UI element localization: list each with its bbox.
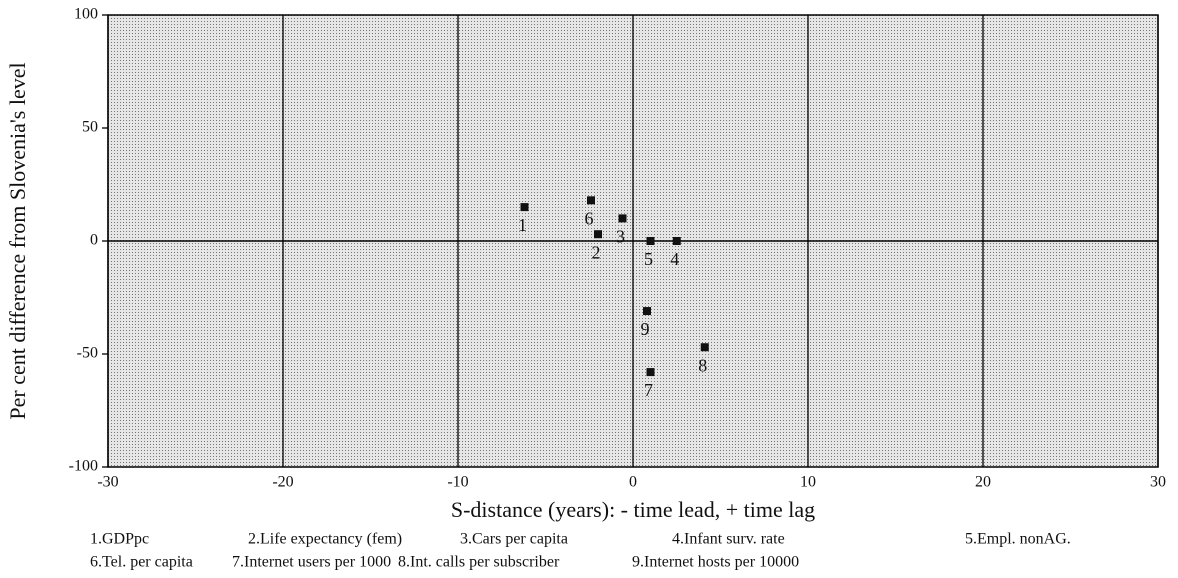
y-tick-label: -100 — [69, 458, 98, 475]
point — [587, 196, 595, 205]
legend-item: 9.Internet hosts per 10000 — [632, 554, 799, 571]
point-label: 6 — [585, 208, 594, 228]
x-tick-label: -20 — [272, 474, 293, 491]
point — [646, 237, 655, 245]
y-tick-label: -50 — [77, 345, 98, 362]
point — [646, 368, 655, 377]
legend-item: 4.Infant surv. rate — [672, 531, 785, 548]
point — [594, 230, 602, 239]
point-label: 4 — [670, 249, 679, 269]
legend-item: 6.Tel. per capita — [90, 554, 193, 571]
legend-item: 2.Life expectancy (fem) — [248, 531, 402, 548]
x-tick-label: -10 — [447, 474, 468, 491]
x-tick-label: 0 — [629, 474, 637, 491]
point — [520, 203, 529, 212]
point-label: 3 — [616, 227, 625, 247]
point-label: 2 — [592, 242, 601, 262]
x-tick-label: 20 — [975, 474, 991, 491]
x-tick-label: 30 — [1150, 474, 1166, 491]
legend-item: 1.GDPpc — [90, 531, 149, 548]
y-tick-label: 100 — [74, 6, 98, 23]
legend-item: 7.Internet users per 1000 — [232, 554, 391, 571]
point-label: 8 — [698, 355, 707, 375]
point-label: 7 — [644, 380, 653, 400]
x-axis-title: S-distance (years): - time lead, + time … — [451, 497, 815, 522]
x-tick-label: 10 — [800, 474, 816, 491]
point — [643, 307, 651, 316]
y-tick-label: 0 — [90, 232, 98, 249]
point — [672, 237, 681, 245]
legend-item: 3.Cars per capita — [460, 531, 568, 548]
legend-item: 5.Empl. nonAG. — [965, 531, 1071, 548]
x-tick-label: -30 — [97, 474, 118, 491]
point-label: 5 — [644, 249, 653, 269]
y-axis-title: Per cent difference from Slovenia's leve… — [5, 62, 30, 419]
point-label: 9 — [641, 319, 650, 339]
point — [700, 343, 709, 352]
y-tick-label: 50 — [82, 119, 98, 136]
point-label: 1 — [518, 215, 527, 235]
legend-item: 8.Int. calls per subscriber — [398, 554, 560, 571]
point — [618, 214, 627, 223]
